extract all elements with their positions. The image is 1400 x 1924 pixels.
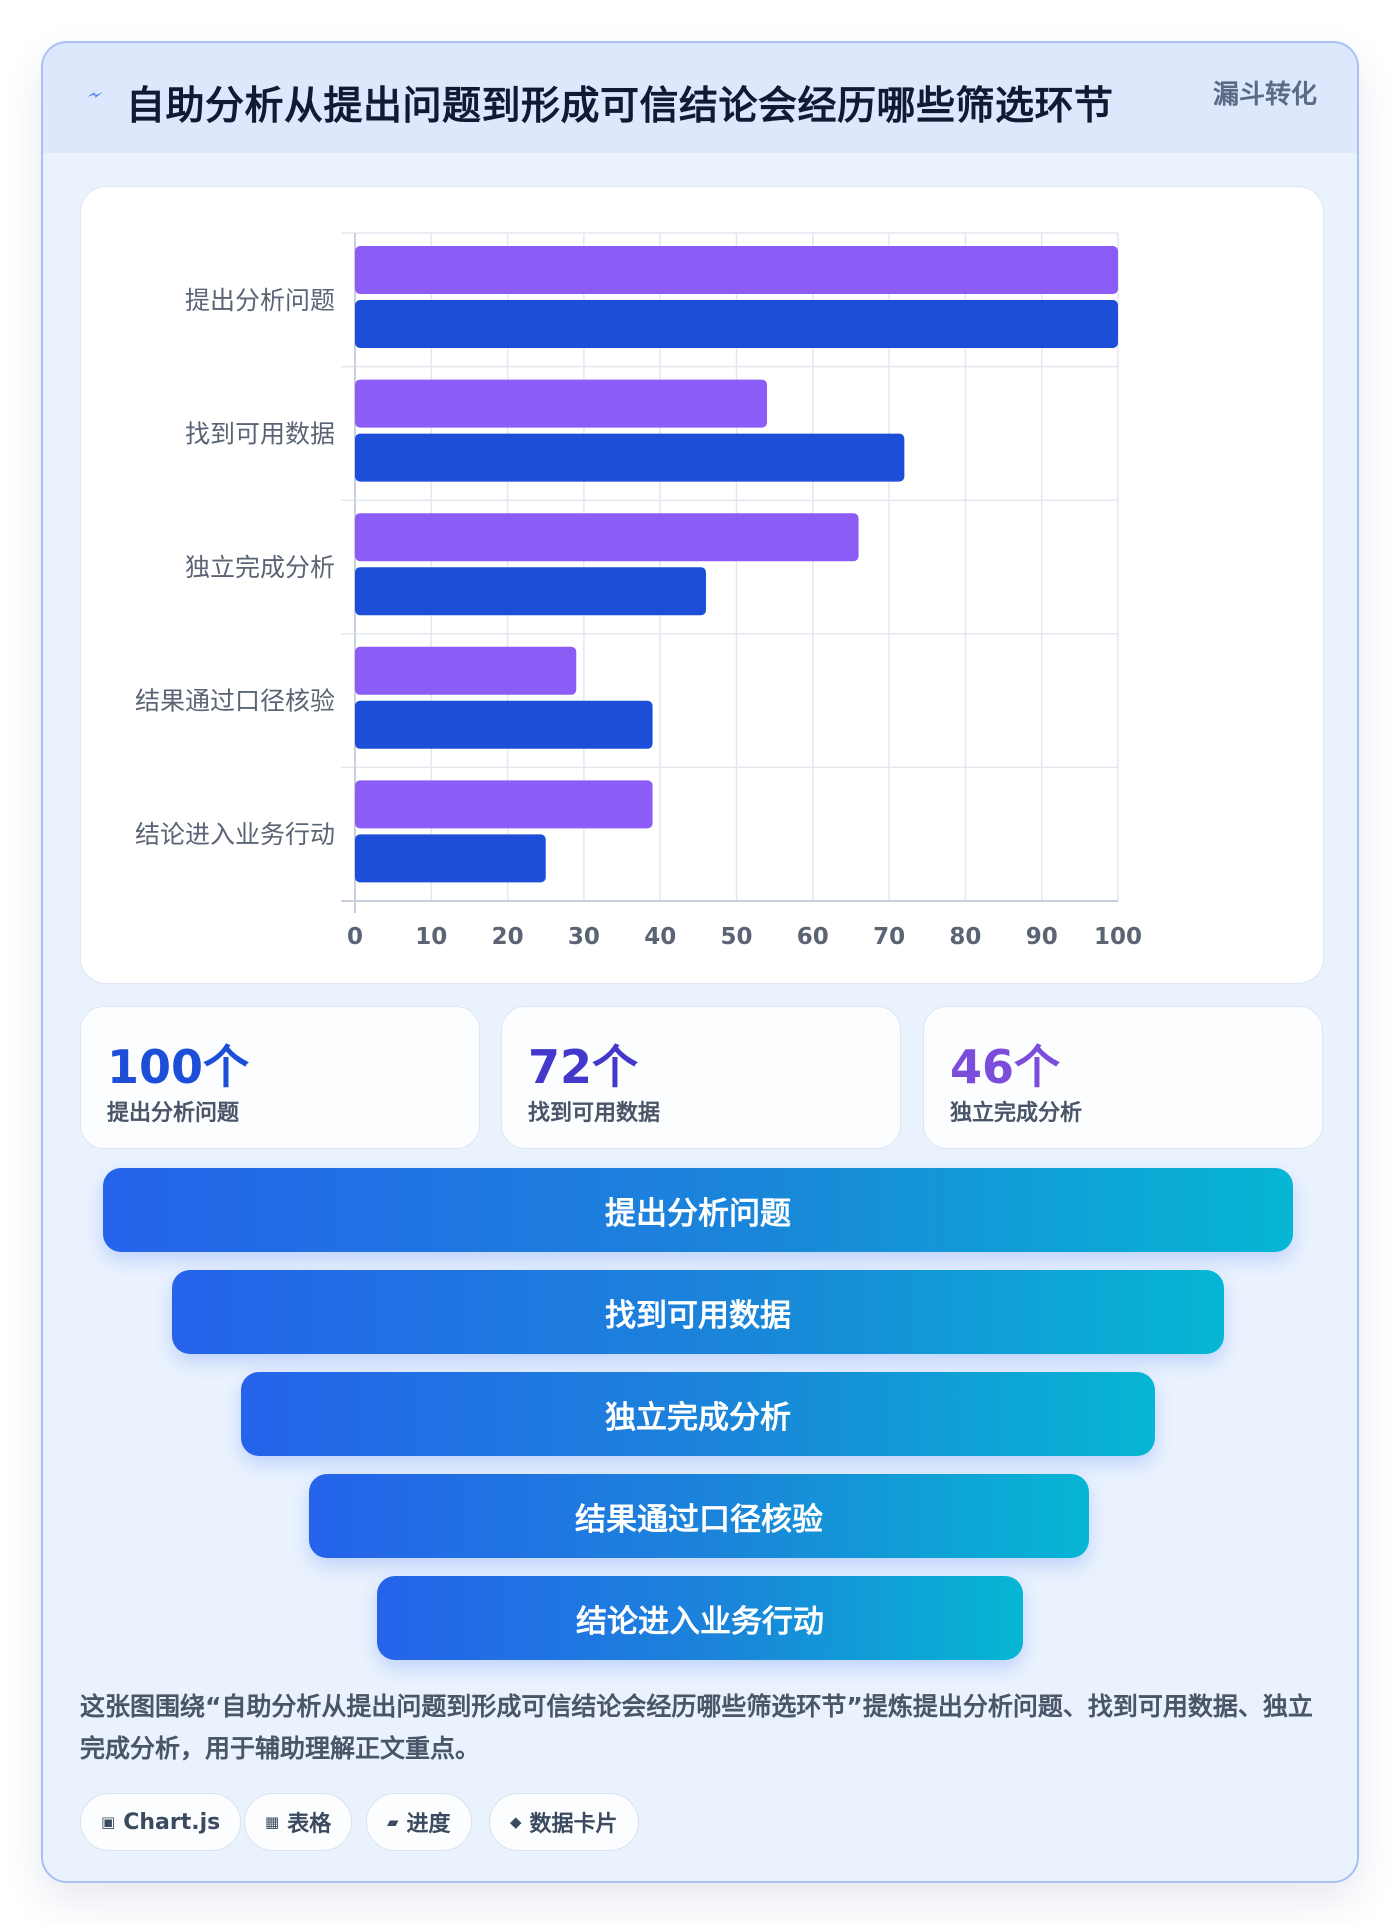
x-tick-label: 100 <box>1094 924 1142 950</box>
stat-label: 找到可用数据 <box>528 1101 661 1126</box>
funnel-stage-4: 结果通过口径核验 <box>309 1474 1089 1558</box>
bar-2-2 <box>355 433 905 482</box>
bar-2-5 <box>355 834 546 883</box>
progress-icon: ▰ <box>387 1813 399 1831</box>
stat-cards: 100个 提出分析问题 72个 找到可用数据 46个 独立完成分析 <box>80 1006 1324 1149</box>
funnel-stage-2: 找到可用数据 <box>172 1270 1224 1354</box>
x-tick-label: 20 <box>492 924 524 950</box>
chip-label: 表格 <box>287 1812 332 1837</box>
table-icon: ▦ <box>265 1813 280 1831</box>
stat-value: 46个 <box>950 1040 1061 1094</box>
stat-value: 72个 <box>528 1040 639 1094</box>
bar-2-1 <box>355 300 1118 348</box>
funnel-stage-3: 独立完成分析 <box>241 1372 1155 1456</box>
x-tick-label: 80 <box>949 924 981 950</box>
chip-chartjs[interactable]: ▣ Chart.js <box>80 1793 242 1851</box>
x-tick-label: 50 <box>720 924 752 950</box>
funnel-stage-5: 结论进入业务行动 <box>377 1576 1023 1660</box>
page-title: 自助分析从提出问题到形成可信结论会经历哪些筛选环节 <box>126 84 1114 129</box>
chip-table[interactable]: ▦ 表格 <box>244 1793 353 1851</box>
chip-datacard[interactable]: ◆ 数据卡片 <box>489 1793 639 1851</box>
chip-label: 进度 <box>406 1812 451 1837</box>
bar-1-1 <box>355 246 1118 294</box>
stat-label: 提出分析问题 <box>107 1101 240 1126</box>
stat-card-3: 46个 独立完成分析 <box>923 1006 1323 1149</box>
stat-value: 100个 <box>107 1040 250 1094</box>
x-tick-label: 90 <box>1026 924 1058 950</box>
stat-label: 独立完成分析 <box>950 1101 1083 1126</box>
y-tick-label: 找到可用数据 <box>185 419 335 448</box>
x-tick-label: 40 <box>644 924 676 950</box>
bar-1-4 <box>355 646 577 695</box>
category-tag: 漏斗转化 <box>1212 80 1317 110</box>
chart-icon: ▣ <box>101 1813 116 1831</box>
y-tick-label: 提出分析问题 <box>185 286 335 315</box>
card-icon: ◆ <box>510 1813 522 1831</box>
chip-progress[interactable]: ▰ 进度 <box>366 1793 472 1851</box>
chip-label: Chart.js <box>123 1809 221 1835</box>
infographic-card: 自助分析从提出问题到形成可信结论会经历哪些筛选环节 漏斗转化 提出分析问题 找到可… <box>41 41 1359 1883</box>
x-tick-label: 60 <box>797 924 829 950</box>
description-text: 这张图围绕“自助分析从提出问题到形成可信结论会经历哪些筛选环节”提炼提出分析问题… <box>80 1692 1313 1763</box>
x-tick-label: 70 <box>873 924 905 950</box>
bar-1-2 <box>355 379 768 428</box>
bar-1-3 <box>355 513 859 562</box>
bar-1-5 <box>355 780 653 829</box>
chip-label: 数据卡片 <box>529 1812 618 1837</box>
lightning-icon <box>87 92 103 98</box>
bar-chart: 提出分析问题 找到可用数据 独立完成分析结果通过口径核验 结论进入业务行动 0 10 20 3… <box>80 186 1324 984</box>
x-tick-label: 10 <box>415 924 447 950</box>
y-tick-label: 结论进入业务行动 <box>135 820 335 849</box>
stat-card-2: 72个 找到可用数据 <box>501 1006 901 1149</box>
y-tick-label: 结果通过口径核验 <box>135 687 335 716</box>
y-tick-label: 独立完成分析 <box>185 553 335 582</box>
x-tick-label: 30 <box>568 924 600 950</box>
x-tick-label: 0 <box>347 924 363 950</box>
funnel-stage-1: 提出分析问题 <box>103 1168 1293 1252</box>
bar-2-4 <box>355 700 653 749</box>
card-header: 自助分析从提出问题到形成可信结论会经历哪些筛选环节 漏斗转化 <box>43 43 1357 153</box>
bar-2-3 <box>355 567 706 616</box>
stat-card-1: 100个 提出分析问题 <box>80 1006 480 1149</box>
